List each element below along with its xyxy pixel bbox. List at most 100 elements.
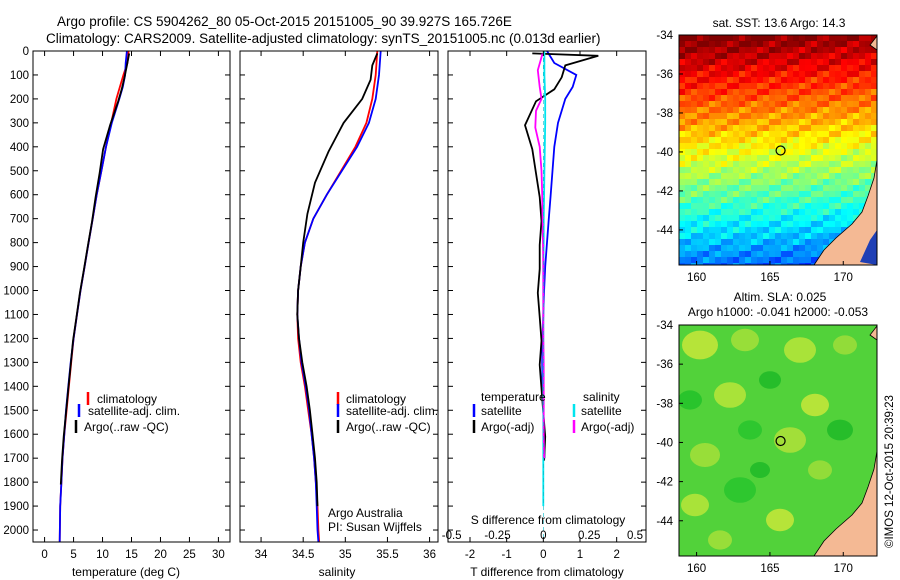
sst-cell	[805, 53, 812, 60]
sst-cell	[859, 95, 866, 102]
sst-cell	[697, 41, 704, 48]
sst-cell	[835, 179, 842, 186]
sst-cell	[775, 119, 782, 126]
sst-cell	[703, 263, 710, 265]
sst-cell	[745, 131, 752, 138]
sst-cell	[721, 143, 728, 150]
sst-cell	[721, 71, 728, 78]
sst-cell	[805, 209, 812, 216]
depth-tick-label: 1200	[3, 333, 29, 345]
sst-cell	[829, 77, 836, 84]
sst-cell	[835, 101, 842, 108]
sst-cell	[781, 179, 788, 186]
sst-cell	[793, 131, 800, 138]
sst-cell	[715, 185, 722, 192]
sst-cell	[769, 41, 776, 48]
sst-cell	[841, 53, 848, 60]
sst-cell	[835, 137, 842, 144]
sst-cell	[685, 257, 692, 264]
sst-cell	[709, 245, 716, 252]
sst-cell	[715, 59, 722, 66]
sst-cell	[841, 35, 848, 42]
sst-cell	[811, 239, 818, 246]
sst-cell	[769, 137, 776, 144]
sst-cell	[739, 113, 746, 120]
sst-cell	[757, 185, 764, 192]
sst-cell	[829, 107, 836, 114]
sst-cell	[841, 125, 848, 132]
sst-cell	[727, 185, 734, 192]
sst-cell	[697, 257, 704, 264]
sst-cell	[841, 197, 848, 204]
sst-cell	[751, 59, 758, 66]
sst-cell	[763, 131, 770, 138]
sst-cell	[853, 185, 860, 192]
sst-cell	[697, 125, 704, 132]
sst-cell	[709, 227, 716, 234]
sst-cell	[757, 95, 764, 102]
sst-cell	[691, 77, 698, 84]
sst-cell	[871, 125, 877, 132]
sst-cell	[745, 179, 752, 186]
sst-cell	[817, 209, 824, 216]
sst-cell	[853, 179, 860, 186]
sst-cell	[769, 53, 776, 60]
sst-cell	[709, 209, 716, 216]
sst-map-frame	[678, 34, 878, 266]
sst-cell	[757, 83, 764, 90]
legend-s-argo-label: Argo(-adj)	[581, 420, 634, 434]
sst-cell	[799, 197, 806, 204]
sst-cell	[757, 107, 764, 114]
sst-cell	[685, 95, 692, 102]
sst-map-panel: sat. SST: 13.6 Argo: 14.3 160 165 170 -34 -3…	[656, 16, 878, 284]
sst-cell	[811, 119, 818, 126]
sst-cell	[787, 191, 794, 198]
sst-cell	[853, 83, 860, 90]
sst-cell	[739, 53, 746, 60]
sst-cell	[703, 77, 710, 84]
sst-cell	[823, 131, 830, 138]
sst-cell	[697, 89, 704, 96]
sst-cell	[817, 41, 824, 48]
sst-cell	[763, 209, 770, 216]
sst-cell	[793, 251, 800, 258]
sst-cell	[745, 65, 752, 72]
sst-cell	[787, 161, 794, 168]
sst-cell	[835, 215, 842, 222]
sst-cell	[745, 59, 752, 66]
sst-cell	[781, 35, 788, 42]
sst-cell	[865, 143, 872, 150]
sst-cell	[805, 155, 812, 162]
sst-cell	[739, 245, 746, 252]
sst-cell	[853, 47, 860, 54]
sst-cell	[799, 191, 806, 198]
sst-cell	[697, 83, 704, 90]
sst-cell	[733, 197, 740, 204]
sst-cell	[745, 257, 752, 264]
sst-cell	[757, 257, 764, 264]
sst-cell	[835, 35, 842, 42]
sla-anomaly-blob	[690, 443, 720, 467]
sst-cell	[703, 161, 710, 168]
sst-cell	[823, 83, 830, 90]
sst-cell	[763, 161, 770, 168]
sst-cell	[799, 137, 806, 144]
difference-xtick-label: -1	[502, 549, 512, 561]
sst-cell	[829, 53, 836, 60]
sst-cell	[709, 59, 716, 66]
sst-cell	[811, 35, 818, 42]
salinity-series-argo-raw-qc	[296, 53, 379, 507]
sst-cell	[769, 185, 776, 192]
sst-cell	[703, 59, 710, 66]
sst-cell	[799, 203, 806, 210]
sst-cell	[763, 203, 770, 210]
sst-cell	[703, 119, 710, 126]
sst-cell	[829, 227, 836, 234]
sst-cell	[823, 179, 830, 186]
sst-cell	[727, 257, 734, 264]
sst-cell	[775, 59, 782, 66]
sst-cell	[799, 179, 806, 186]
sst-cell	[721, 203, 728, 210]
sst-cell	[811, 173, 818, 180]
sst-cell	[817, 101, 824, 108]
